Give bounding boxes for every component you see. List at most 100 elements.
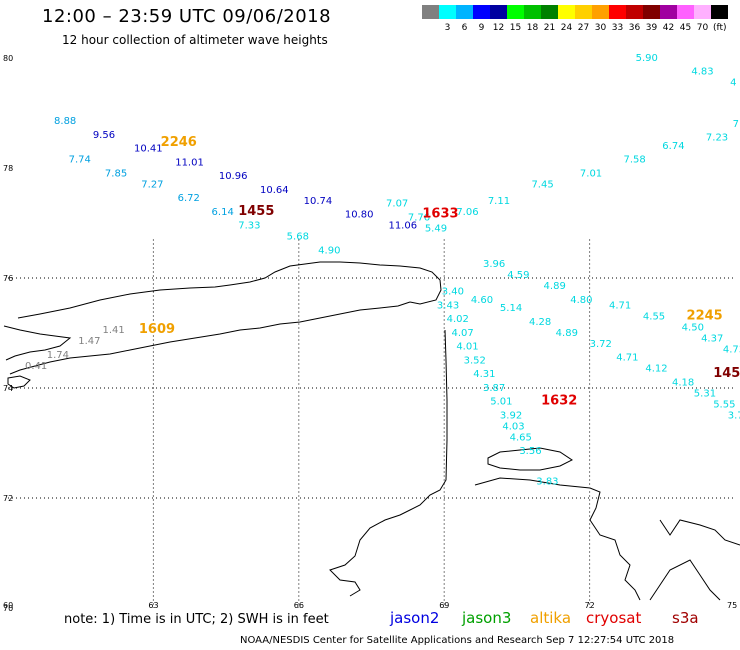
scale-label: 39 [645,23,658,33]
wave-height-label: 4.12 [645,364,667,375]
gydan-coast [474,477,641,601]
scale-label: 21 [543,23,556,33]
scale-swatch [558,5,575,19]
graticule [8,239,735,608]
observations-layer: 5.90 4.83 4 7 7.23 6.74 7.58 7.01 7.45 7.11 7.06 8.… [25,53,740,488]
scale-swatch [592,5,609,19]
scale-swatch [490,5,507,19]
pass-time-label: 1454 [713,366,740,381]
wave-height-label: 7.85 [105,168,127,179]
satellite-label: cryosat [586,609,642,627]
wave-height-label: 4.50 [682,322,704,333]
lat-tick-label: 74 [3,384,13,393]
wave-height-label: 4.55 [643,311,665,322]
yamal-peninsula [329,329,448,597]
lat-tick-label: 70 [3,604,13,613]
wave-height-label: 3.83 [536,476,558,487]
wave-height-label: 5.49 [425,223,447,234]
lon-tick-label: 63 [148,601,158,610]
scale-label: 18 [526,23,539,33]
pass-time-label: 1609 [139,322,175,337]
wave-height-label: 4 [730,78,736,89]
wave-height-label: 3.52 [464,355,486,366]
wave-height-label: 1.74 [47,350,69,361]
wave-height-label: 3.7 [728,410,740,421]
scale-label: 27 [577,23,590,33]
wave-height-label: 4.28 [529,317,551,328]
wave-height-label: 5.55 [713,399,735,410]
scale-swatch [643,5,660,19]
scale-label: 3 [444,23,451,33]
wave-height-label: 7.23 [706,133,728,144]
wave-height-label: 4.60 [471,295,493,306]
wave-height-label: 7.27 [141,179,163,190]
wave-height-label: 4.65 [510,432,532,443]
pass-time-label: 1455 [238,204,274,219]
lon-tick-label: 75 [727,601,737,610]
pass-time-label: 2246 [161,135,197,150]
wave-height-label: 8.88 [54,116,76,127]
wave-height-label: 4.03 [502,421,524,432]
wave-height-label: 4.71 [616,353,638,364]
wave-height-label: 10.41 [134,144,163,155]
footer-credit: NOAA/NESDIS Center for Satellite Applica… [240,635,675,646]
wave-height-label: 1.41 [103,325,125,336]
scale-label: 9 [478,23,485,33]
satellite-label: altika [530,609,572,627]
wave-height-label: 3.40 [442,287,464,298]
pass-time-label: 2245 [687,308,723,323]
wave-height-label: 5.90 [636,53,658,64]
wave-height-label: 7.33 [238,221,260,232]
wave-height-label: 7.06 [456,207,478,218]
map-subtitle: 12 hour collection of altimeter wave hei… [62,33,328,47]
wave-height-label: 7.11 [488,196,510,207]
lon-tick-label: 66 [294,601,304,610]
wave-height-label: 5.14 [500,303,522,314]
wave-height-label: 6.74 [662,141,684,152]
wave-height-label: 3.72 [590,339,612,350]
lat-tick-label: 72 [3,494,13,503]
scale-swatch [439,5,456,19]
yenisei-coast [649,559,721,601]
scale-swatch [575,5,592,19]
wave-height-label: 3.56 [519,446,541,457]
east-coast [659,519,740,546]
belyy-island [487,447,573,471]
scale-label: 42 [662,23,675,33]
wave-height-label: 4.89 [544,281,566,292]
wave-height-label: 4.83 [691,67,713,78]
pass-time-label: 1633 [422,207,458,222]
wave-height-label: 3.87 [483,383,505,394]
southern-island [7,375,31,389]
wave-height-label: 4.37 [701,333,723,344]
scale-swatch [711,5,728,19]
coastlines [3,261,740,601]
wave-height-label: 10.96 [219,171,248,182]
color-scale-unit: (ft) [713,23,727,33]
scale-swatch [524,5,541,19]
satellite-label: jason2 [390,609,440,627]
scale-label: 24 [560,23,573,33]
wave-height-label: 4.02 [447,314,469,325]
color-scale-legend: 3 6 9 12 15 18 21 24 27 30 33 36 39 42 45 70 [422,5,730,35]
scale-swatch [422,5,439,19]
wave-height-label: 3.96 [483,259,505,270]
wave-height-label: 7.74 [69,155,91,166]
wave-height-label: 9.56 [93,130,115,141]
wave-height-label: 4.89 [556,328,578,339]
scale-swatch [473,5,490,19]
novaya-zemlya-north-coast [17,261,442,319]
satellite-label: s3a [672,609,699,627]
scale-swatch [541,5,558,19]
scale-swatch [626,5,643,19]
lon-tick-label: 60 [3,601,13,610]
wave-height-label: 4.18 [672,377,694,388]
wave-height-label: 7.45 [531,179,553,190]
lon-tick-label: 69 [439,601,449,610]
wave-height-label: 7.01 [580,168,602,179]
wave-height-label: 4.90 [318,245,340,256]
scale-label: 33 [611,23,624,33]
lat-tick-label: 78 [3,164,13,173]
